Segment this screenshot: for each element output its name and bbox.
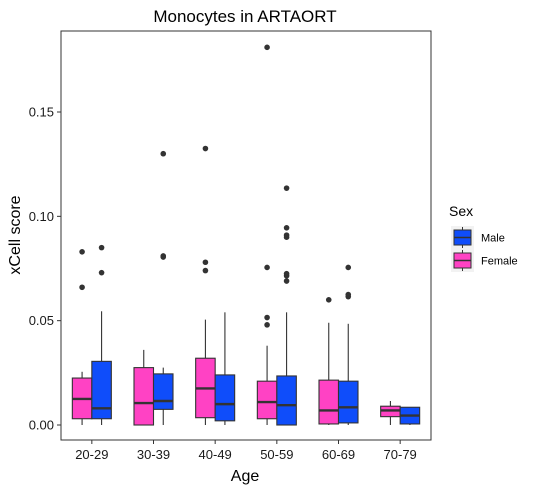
box-male — [276, 185, 297, 426]
legend-item-male: Male — [451, 226, 505, 249]
legend: Sex Male Female — [449, 203, 518, 272]
outlier-point — [160, 150, 167, 157]
legend-item-female: Female — [451, 249, 518, 272]
box-female — [133, 349, 155, 426]
chart-title: Monocytes in ARTAORT — [153, 7, 336, 26]
outlier-point — [283, 232, 290, 238]
outlier-point — [98, 244, 105, 251]
outlier-point — [79, 249, 85, 255]
box-female — [71, 249, 93, 425]
outlier-point — [79, 284, 85, 291]
box-body — [133, 367, 155, 426]
outlier-point — [283, 185, 290, 191]
box-female — [195, 145, 216, 425]
box-body — [276, 375, 297, 426]
x-tick-label: 20-29 — [75, 447, 108, 462]
box-female — [380, 401, 401, 425]
box-male — [214, 312, 236, 425]
outlier-point — [264, 264, 270, 271]
outlier-point — [202, 259, 209, 266]
legend-items: Male Female — [451, 226, 518, 272]
box-body — [152, 373, 174, 410]
outlier-point — [264, 314, 270, 321]
y-tick-label: 0.00 — [29, 418, 54, 433]
boxes-layer — [71, 44, 421, 426]
x-tick-label: 70-79 — [384, 447, 417, 462]
outlier-point — [345, 264, 352, 271]
outlier-point — [345, 291, 352, 298]
outlier-point — [264, 322, 270, 328]
outlier-point — [283, 225, 290, 231]
outlier-point — [160, 253, 167, 259]
box-male — [399, 406, 421, 425]
box-female — [256, 44, 278, 425]
box-body — [256, 380, 278, 420]
x-axis: 20-29 30-39 40-49 50-59 60-69 70-79 — [75, 440, 417, 462]
outlier-point — [202, 145, 209, 152]
box-male — [91, 244, 112, 425]
plot-panel — [60, 30, 432, 441]
y-tick-label: 0.10 — [29, 209, 54, 224]
legend-item-label: Male — [481, 233, 505, 245]
x-tick-label: 50-59 — [260, 447, 293, 462]
legend-title: Sex — [449, 203, 473, 219]
outlier-point — [325, 297, 332, 303]
y-tick-label: 0.05 — [29, 313, 54, 328]
y-tick-label: 0.15 — [29, 105, 54, 120]
plot-area: 0.00 0.05 0.10 0.15 20-29 30-39 40-49 50-59 60-… — [29, 30, 432, 462]
outlier-point — [264, 44, 270, 51]
box-male — [152, 150, 174, 425]
x-axis-title: Age — [231, 468, 260, 485]
box-male — [337, 264, 359, 425]
x-tick-label: 40-49 — [199, 447, 232, 462]
outlier-point — [98, 269, 105, 276]
outlier-point — [202, 267, 209, 274]
y-axis-title: xCell score — [7, 195, 24, 274]
y-axis: 0.00 0.05 0.10 0.15 — [29, 105, 61, 433]
box-body — [91, 360, 112, 420]
outlier-point — [283, 270, 290, 277]
x-tick-label: 30-39 — [137, 447, 170, 462]
box-body — [214, 374, 236, 422]
box-body — [318, 379, 340, 425]
outlier-point — [283, 278, 290, 284]
x-tick-label: 60-69 — [322, 447, 355, 462]
box-body — [337, 380, 359, 424]
legend-item-label: Female — [481, 256, 518, 268]
